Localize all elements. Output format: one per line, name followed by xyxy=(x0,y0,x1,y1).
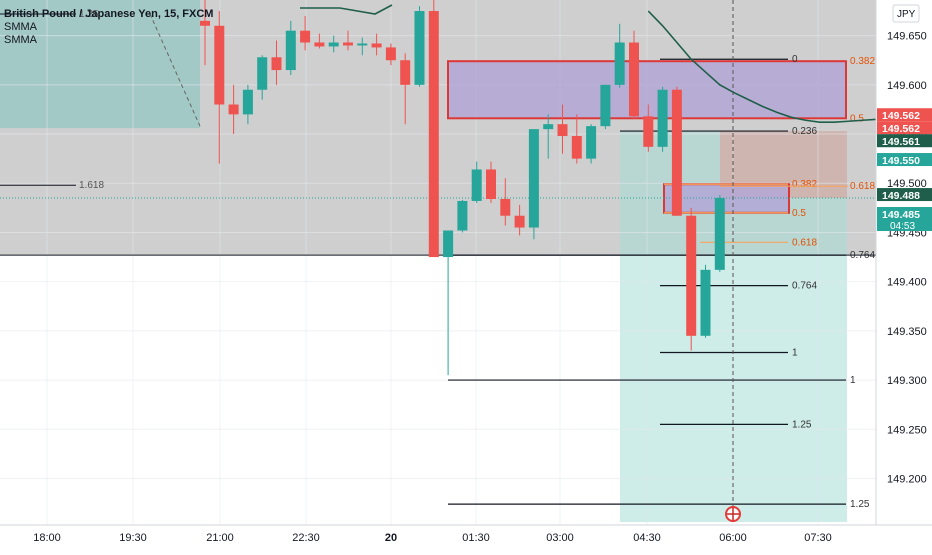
candle-body-21 xyxy=(500,198,511,216)
candle-body-4 xyxy=(257,57,268,90)
x-tick-label-7: 04:30 xyxy=(633,532,661,544)
price-tag-bg-3 xyxy=(877,153,932,167)
price-tag-5: 149.485 xyxy=(882,209,920,221)
legend-smma-1: SMMA xyxy=(4,21,37,33)
fib-label-10: 1 xyxy=(792,348,798,359)
legend-smma-2: SMMA xyxy=(4,34,37,46)
candle-body-34 xyxy=(686,215,697,336)
candle-body-18 xyxy=(457,200,468,231)
x-tick-label-4: 20 xyxy=(385,532,397,544)
price-tag-bg-2 xyxy=(877,134,932,148)
price-tag-1: 149.562 xyxy=(882,123,920,135)
candle-body-16 xyxy=(428,11,439,258)
left-teal-region xyxy=(0,0,200,129)
candle-body-24 xyxy=(543,124,554,130)
currency-label: JPY xyxy=(897,9,916,20)
smma-line-left xyxy=(300,4,393,15)
candle-body-29 xyxy=(614,42,625,85)
supply-box-upper xyxy=(447,60,847,120)
candle-body-9 xyxy=(328,42,339,47)
x-tick-label-5: 01:30 xyxy=(462,532,490,544)
candle-body-6 xyxy=(285,30,296,71)
price-tag-4: 149.488 xyxy=(882,190,920,202)
fib-label-12: 1.25 xyxy=(792,419,812,430)
candle-body-0 xyxy=(200,20,210,26)
candle-body-30 xyxy=(629,42,639,117)
candle-body-32 xyxy=(657,89,668,147)
candle-body-25 xyxy=(557,124,568,137)
candle-body-14 xyxy=(400,60,411,85)
candle-body-35 xyxy=(700,269,711,336)
candle-body-33 xyxy=(671,89,682,216)
fib-label-4: 0.382 xyxy=(792,179,817,190)
candle-body-12 xyxy=(371,43,382,48)
candle-body-13 xyxy=(385,47,396,61)
candle-body-19 xyxy=(471,169,482,201)
price-tag-bg-0 xyxy=(877,108,932,122)
fib-label-1: 0.382 xyxy=(850,56,875,67)
x-tick-label-3: 22:30 xyxy=(292,532,320,544)
candle-body-3 xyxy=(242,89,253,115)
candle-body-36 xyxy=(714,198,725,270)
price-tag-bg-1 xyxy=(877,121,932,135)
fib-left-label-0: 1.25 xyxy=(79,9,99,20)
candle-body-10 xyxy=(343,42,353,46)
chart-legend-title: British Pound / Japanese Yen, 15, FXCM xyxy=(4,8,214,20)
price-axis-bg xyxy=(876,0,932,550)
currency-box xyxy=(892,4,920,23)
fib-label-13: 1.25 xyxy=(850,499,870,510)
candle-body-8 xyxy=(314,42,325,47)
x-tick-label-0: 18:00 xyxy=(33,532,61,544)
candle-body-28 xyxy=(600,84,611,127)
candle-body-17 xyxy=(443,230,454,258)
fib-left-label-1: 1.618 xyxy=(79,180,104,191)
fib-label-3: 0.236 xyxy=(792,126,817,137)
y-tick-label-9: 149.200 xyxy=(887,474,927,486)
price-tag-3: 149.550 xyxy=(882,155,920,167)
price-tag-2: 149.561 xyxy=(882,136,920,148)
y-tick-label-3: 149.500 xyxy=(887,178,927,190)
y-tick-label-1: 149.600 xyxy=(887,80,927,92)
time-axis-bg xyxy=(0,525,932,550)
candle-body-7 xyxy=(300,30,311,43)
fib-label-6: 0.5 xyxy=(792,208,806,219)
y-tick-label-0: 149.650 xyxy=(887,31,927,43)
candle-body-22 xyxy=(514,215,525,228)
price-tag-0: 149.562 xyxy=(882,110,920,122)
price-tag-bg-4 xyxy=(877,188,932,202)
fib-label-7: 0.618 xyxy=(792,237,817,248)
y-tick-label-6: 149.350 xyxy=(887,326,927,338)
fib-label-2: 0.5 xyxy=(850,113,864,124)
candle-body-27 xyxy=(586,126,597,159)
x-tick-label-8: 06:00 xyxy=(719,532,747,544)
x-tick-label-1: 19:30 xyxy=(119,532,147,544)
fib-label-9: 0.764 xyxy=(792,281,817,292)
candle-body-5 xyxy=(271,57,282,71)
y-tick-label-7: 149.300 xyxy=(887,375,927,387)
candle-body-11 xyxy=(357,43,368,46)
y-tick-label-8: 149.250 xyxy=(887,424,927,436)
candle-body-31 xyxy=(643,116,654,147)
candle-body-1 xyxy=(214,25,225,105)
candle-body-20 xyxy=(486,169,496,199)
candle-body-15 xyxy=(414,11,425,85)
x-tick-label-6: 03:00 xyxy=(546,532,574,544)
price-tag-countdown-5: 04:53 xyxy=(890,221,915,232)
candle-body-2 xyxy=(228,104,239,115)
price-tag-bg-5 xyxy=(877,207,932,232)
fib-label-5: 0.618 xyxy=(850,181,875,192)
chart-legend: British Pound / Japanese Yen, 15, FXCM S… xyxy=(4,8,213,47)
x-tick-label-2: 21:00 xyxy=(206,532,234,544)
fib-label-11: 1 xyxy=(850,375,856,386)
fib-label-0: 0 xyxy=(792,54,798,65)
smma-line-0 xyxy=(647,10,932,124)
y-tick-label-5: 149.400 xyxy=(887,277,927,289)
x-tick-label-9: 07:30 xyxy=(804,532,832,544)
candle-body-26 xyxy=(571,136,582,159)
candle-body-23 xyxy=(528,129,539,228)
